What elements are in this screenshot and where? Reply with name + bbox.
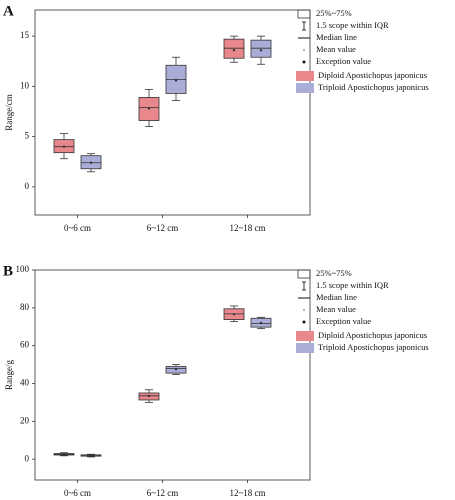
mean-point bbox=[89, 161, 93, 164]
legend-swatch bbox=[296, 71, 314, 81]
legend-label: Mean value bbox=[316, 304, 356, 314]
legend-label: 25%~75% bbox=[316, 8, 352, 18]
legend-label: Diploid Apostichopus japonicus bbox=[318, 330, 427, 340]
legend-symbol bbox=[303, 309, 305, 311]
y-tick-label: 40 bbox=[20, 378, 30, 388]
y-tick-label: 5 bbox=[25, 131, 30, 141]
legend-label: 1.5 scope within IQR bbox=[316, 280, 389, 290]
plot-frame bbox=[34, 9, 311, 216]
mean-point bbox=[89, 454, 93, 457]
legend-swatch bbox=[296, 83, 314, 93]
panel-label: A bbox=[3, 3, 14, 19]
y-tick-label: 15 bbox=[20, 30, 30, 40]
y-tick-label: 80 bbox=[20, 302, 30, 312]
legend-symbol bbox=[302, 320, 306, 324]
legend-symbol bbox=[297, 9, 311, 19]
y-tick-label: 100 bbox=[16, 264, 30, 274]
panel-label: B bbox=[3, 263, 13, 279]
legend-label: Exception value bbox=[316, 56, 371, 66]
legend-label: Triploid Apostichopus japonicus bbox=[318, 342, 429, 352]
legend-label: 1.5 scope within IQR bbox=[316, 20, 389, 30]
mean-point bbox=[232, 48, 236, 52]
x-tick-label: 6~12 cm bbox=[147, 488, 179, 498]
mean-point bbox=[62, 145, 66, 148]
mean-point bbox=[232, 313, 236, 316]
legend-label: Exception value bbox=[316, 316, 371, 326]
legend-swatch bbox=[296, 331, 314, 341]
x-tick-label: 12~18 cm bbox=[229, 488, 265, 498]
legend-label: Median line bbox=[316, 292, 357, 302]
legend-label: 25%~75% bbox=[316, 268, 352, 278]
mean-point bbox=[62, 453, 66, 456]
mean-point bbox=[147, 394, 151, 398]
legend-symbol bbox=[303, 49, 305, 51]
x-tick-label: 0~6 cm bbox=[64, 488, 91, 498]
legend-label: Median line bbox=[316, 32, 357, 42]
legend-label: Diploid Apostichopus japonicus bbox=[318, 70, 427, 80]
box bbox=[223, 38, 245, 59]
mean-point bbox=[174, 367, 178, 371]
mean-point bbox=[147, 107, 151, 110]
legend-label: Triploid Apostichopus japonicus bbox=[318, 82, 429, 92]
mean-point bbox=[259, 321, 263, 325]
legend-symbol bbox=[302, 60, 306, 64]
mean-point bbox=[259, 48, 263, 52]
y-tick-label: 60 bbox=[20, 340, 30, 350]
box bbox=[250, 39, 272, 58]
y-tick-label: 0 bbox=[25, 453, 30, 463]
x-tick-label: 6~12 cm bbox=[147, 223, 179, 233]
legend-symbol bbox=[297, 269, 311, 279]
mean-point bbox=[174, 79, 178, 82]
y-tick-label: 20 bbox=[20, 415, 30, 425]
legend-swatch bbox=[296, 343, 314, 353]
x-tick-label: 12~18 cm bbox=[229, 223, 265, 233]
y-tick-label: 0 bbox=[25, 181, 30, 191]
x-tick-label: 0~6 cm bbox=[64, 223, 91, 233]
y-axis-title: Range/g bbox=[4, 360, 14, 390]
plot-frame bbox=[34, 269, 311, 481]
legend-label: Mean value bbox=[316, 44, 356, 54]
y-axis-title: Range/cm bbox=[4, 94, 14, 131]
y-tick-label: 10 bbox=[20, 80, 30, 90]
